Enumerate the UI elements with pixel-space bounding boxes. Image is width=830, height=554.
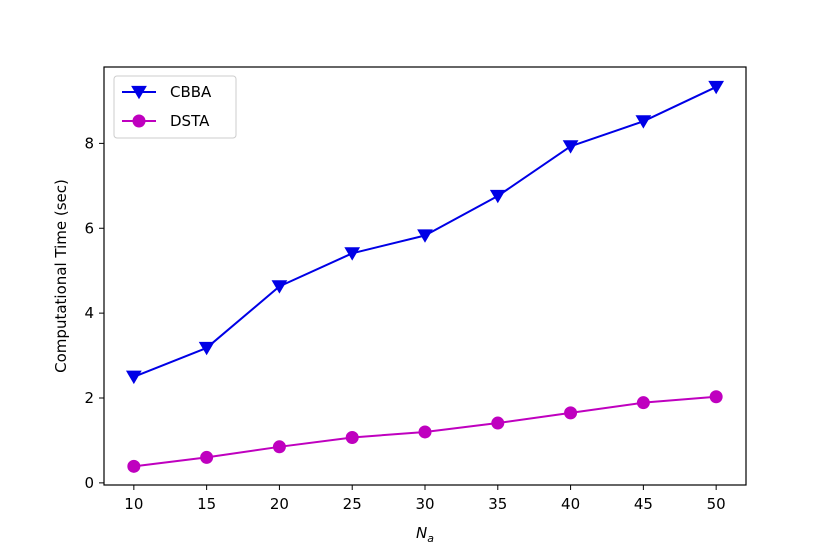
x-axis-label: Na <box>416 524 434 545</box>
x-tick-label: 45 <box>634 495 653 513</box>
data-point-cbba <box>635 115 652 129</box>
series-cbba <box>125 80 725 385</box>
data-point-cbba <box>417 229 433 243</box>
data-point-dsta <box>418 425 432 439</box>
legend-marker-cbba <box>131 85 147 100</box>
data-point-cbba <box>708 80 725 95</box>
data-point-cbba <box>562 140 579 154</box>
x-axis-label-sub: a <box>427 532 434 545</box>
x-axis: 10 15 20 25 30 35 40 45 50 <box>124 485 726 513</box>
y-tick-label: 4 <box>84 304 94 322</box>
y-axis-label: Computational Time (sec) <box>52 179 70 373</box>
legend-marker-dsta <box>132 114 146 128</box>
data-point-dsta <box>636 396 650 410</box>
legend-label-dsta: DSTA <box>170 112 210 130</box>
data-point-dsta <box>345 430 359 444</box>
data-point-cbba <box>344 247 361 261</box>
x-axis-label-main: N <box>416 524 427 542</box>
y-tick-label: 0 <box>84 474 94 492</box>
data-point-cbba <box>198 341 215 356</box>
x-tick-label: 25 <box>343 495 362 513</box>
data-point-dsta <box>272 440 286 454</box>
data-point-cbba <box>125 370 142 385</box>
x-tick-label: 40 <box>561 495 580 513</box>
x-tick-label: 35 <box>488 495 507 513</box>
y-axis: 0 2 4 6 8 <box>84 134 104 492</box>
series-layer <box>125 80 725 473</box>
data-point-dsta <box>127 459 141 473</box>
data-point-cbba <box>271 280 288 294</box>
y-tick-label: 6 <box>84 219 94 237</box>
x-tick-label: 15 <box>197 495 216 513</box>
data-point-dsta <box>709 390 723 404</box>
y-tick-label: 2 <box>84 389 94 407</box>
x-tick-label: 50 <box>707 495 726 513</box>
data-point-cbba <box>489 189 506 204</box>
data-point-dsta <box>491 416 505 430</box>
legend-item-cbba: CBBA <box>122 83 212 101</box>
legend-item-dsta: DSTA <box>122 112 210 130</box>
legend-label-cbba: CBBA <box>170 83 212 101</box>
y-tick-label: 8 <box>84 134 94 152</box>
x-tick-label: 10 <box>124 495 143 513</box>
series-dsta <box>127 390 723 473</box>
legend: CBBA DSTA <box>113 75 237 139</box>
x-tick-label: 30 <box>415 495 434 513</box>
x-tick-label: 20 <box>270 495 289 513</box>
data-point-dsta <box>200 450 214 464</box>
data-point-dsta <box>564 406 578 420</box>
